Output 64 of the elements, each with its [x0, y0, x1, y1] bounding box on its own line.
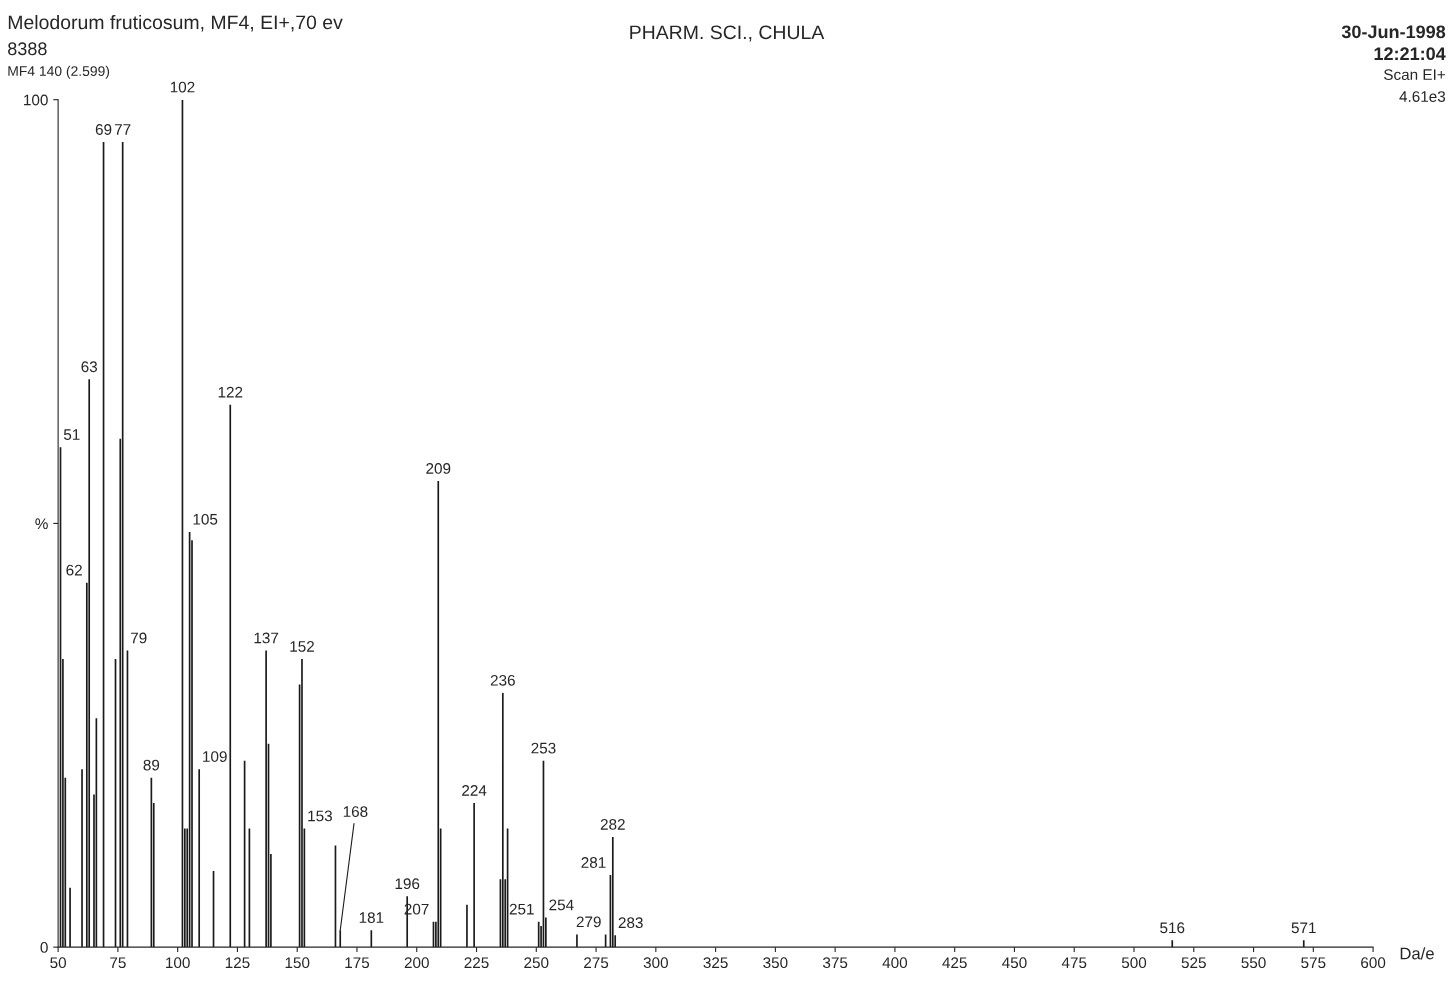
x-tick-label: 75 [110, 957, 126, 969]
x-tick-label: 350 [763, 957, 788, 969]
annotation: 168 [343, 806, 368, 818]
annotation: 89 [143, 759, 160, 771]
annotation: 283 [618, 917, 643, 929]
x-tick-label: 400 [882, 957, 908, 969]
x-axis-title: Da/e [1400, 947, 1434, 960]
y-tick-label: % [35, 518, 48, 530]
x-tick-label: 200 [404, 957, 429, 969]
x-tick-label: 250 [524, 957, 549, 969]
chart-subtitle: PHARM. SCI., CHULA [630, 25, 825, 42]
x-tick-label: 575 [1301, 957, 1326, 969]
annotation: 281 [581, 857, 606, 868]
annotation: 153 [308, 810, 332, 822]
annotation: 122 [218, 386, 243, 398]
text: 12:21:04 [1374, 47, 1446, 61]
annotation: 77 [114, 124, 131, 135]
annotation: 196 [395, 878, 420, 890]
annotation: 224 [462, 785, 487, 796]
annotation: 254 [549, 899, 574, 911]
x-tick-label: 275 [584, 957, 609, 969]
annotation: 279 [576, 916, 601, 928]
text: Scan EI+ [1384, 69, 1445, 81]
text: 4.61e3 [1399, 91, 1446, 102]
x-tick-label: 525 [1181, 957, 1206, 969]
x-tick-label: 375 [822, 957, 848, 969]
annotation: 63 [81, 361, 98, 373]
x-tick-label: 425 [942, 957, 967, 969]
annotation: 69 [95, 124, 112, 135]
x-tick-label: 150 [285, 957, 310, 969]
y-tick-label: 0 [40, 942, 48, 953]
annotation: 571 [1291, 922, 1316, 934]
x-tick-label: 125 [225, 957, 250, 969]
annotation: 251 [509, 903, 534, 915]
annotation: 102 [170, 81, 195, 93]
y-tick-label: 100 [24, 94, 48, 106]
annotation: 51 [63, 429, 80, 440]
annotation: 236 [490, 674, 515, 686]
annotation: 282 [600, 818, 625, 830]
annotation: 253 [531, 742, 556, 754]
x-tick-label: 475 [1061, 957, 1087, 969]
annotation: 181 [359, 912, 384, 924]
text: MF4 140 (2.599) [8, 65, 110, 79]
x-tick-label: 175 [345, 957, 370, 969]
x-tick-label: 325 [703, 957, 728, 969]
annotation: 62 [66, 564, 82, 576]
annotation: 137 [254, 632, 279, 644]
x-tick-label: 300 [643, 957, 668, 969]
annotation: 109 [203, 751, 227, 762]
annotation: 209 [426, 463, 451, 474]
annotation: 79 [131, 632, 147, 644]
x-tick-label: 50 [50, 957, 67, 969]
x-tick-label: 100 [166, 957, 190, 969]
x-tick-label: 550 [1241, 957, 1266, 969]
x-tick-label: 225 [464, 957, 489, 969]
x-tick-label: 600 [1361, 957, 1386, 969]
text: 8388 [8, 42, 47, 56]
text: 30-Jun-1998 [1341, 25, 1446, 39]
annotation: 105 [193, 513, 218, 525]
x-tick-label: 500 [1121, 957, 1147, 969]
chart-title: Melodorum fruticosum, MF4, EI+,70 ev [8, 14, 343, 32]
annotation: 516 [1160, 922, 1185, 934]
x-tick-label: 450 [1002, 957, 1027, 969]
annotation: 152 [290, 641, 314, 652]
